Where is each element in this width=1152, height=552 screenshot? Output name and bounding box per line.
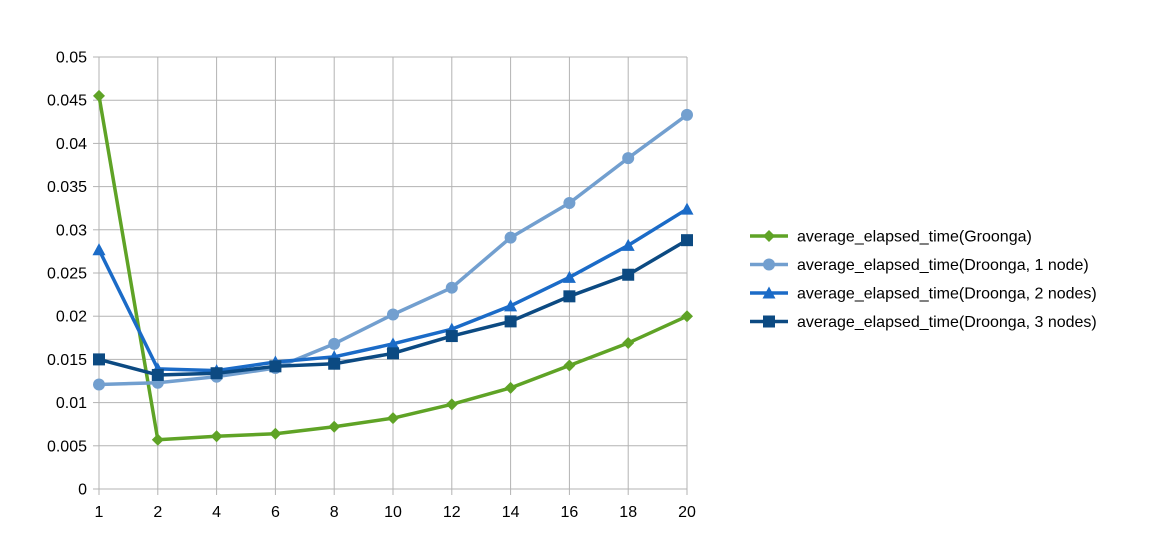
data-point bbox=[504, 315, 517, 328]
data-point bbox=[210, 430, 223, 443]
y-tick-label: 0.005 bbox=[47, 438, 87, 455]
data-point bbox=[504, 299, 518, 312]
legend-marker bbox=[763, 230, 775, 242]
y-tick-labels: 0 0.005 0.01 0.015 0.02 0.025 0.03 0.035 0.04 0.0… bbox=[47, 50, 87, 499]
data-point bbox=[563, 290, 576, 303]
legend-item: average_elapsed_time(Droonga, 3 nodes) bbox=[750, 314, 1097, 331]
data-point bbox=[386, 337, 400, 350]
data-point bbox=[622, 268, 635, 281]
data-point bbox=[93, 353, 105, 366]
x-tick-label: 4 bbox=[212, 504, 221, 521]
legend: average_elapsed_time(Groonga) average_ela… bbox=[750, 229, 1097, 331]
legend-marker bbox=[763, 258, 775, 271]
data-point bbox=[269, 427, 282, 440]
data-point bbox=[93, 378, 105, 391]
legend-label: average_elapsed_time(Droonga, 3 nodes) bbox=[797, 314, 1097, 331]
data-point bbox=[151, 368, 164, 381]
x-tick-label: 18 bbox=[619, 504, 637, 521]
data-point bbox=[445, 398, 458, 411]
series-group bbox=[92, 89, 694, 446]
y-tick-label: 0.035 bbox=[47, 179, 87, 196]
x-tick-labels: 1 2 4 6 8 10 12 14 16 18 20 bbox=[95, 504, 696, 521]
x-tick-label: 20 bbox=[678, 504, 696, 521]
legend-label: average_elapsed_time(Droonga, 1 node) bbox=[797, 257, 1089, 274]
y-tick-label: 0 bbox=[78, 482, 87, 499]
y-tick-label: 0.015 bbox=[47, 352, 87, 369]
y-tick-label: 0.025 bbox=[47, 266, 87, 283]
legend-label: average_elapsed_time(Droonga, 2 nodes) bbox=[797, 286, 1097, 303]
axes bbox=[93, 56, 688, 495]
data-point bbox=[563, 197, 576, 210]
data-point bbox=[328, 420, 341, 433]
grid-lines bbox=[99, 56, 688, 489]
x-tick-label: 10 bbox=[384, 504, 402, 521]
data-point bbox=[681, 310, 693, 323]
x-tick-label: 16 bbox=[561, 504, 579, 521]
series-4 bbox=[93, 234, 693, 381]
data-point bbox=[681, 234, 693, 247]
y-tick-label: 0.04 bbox=[56, 136, 87, 153]
data-point bbox=[681, 108, 693, 121]
data-point bbox=[680, 202, 694, 215]
y-tick-label: 0.01 bbox=[56, 395, 87, 412]
data-point bbox=[562, 270, 576, 283]
data-point bbox=[563, 359, 576, 372]
x-tick-label: 12 bbox=[443, 504, 461, 521]
legend-item: average_elapsed_time(Droonga, 2 nodes) bbox=[750, 286, 1097, 303]
data-point bbox=[445, 281, 458, 294]
legend-marker bbox=[763, 315, 775, 328]
data-point bbox=[210, 367, 223, 380]
x-tick-label: 2 bbox=[153, 504, 162, 521]
x-tick-label: 8 bbox=[330, 504, 339, 521]
x-tick-label: 14 bbox=[502, 504, 520, 521]
data-point bbox=[269, 360, 282, 373]
data-point bbox=[328, 357, 341, 370]
data-point bbox=[328, 337, 341, 350]
series-1 bbox=[93, 89, 693, 446]
legend-label: average_elapsed_time(Groonga) bbox=[797, 229, 1032, 246]
y-tick-label: 0.05 bbox=[56, 50, 87, 67]
data-point bbox=[621, 238, 635, 251]
data-point bbox=[622, 152, 635, 165]
data-point bbox=[387, 308, 399, 321]
legend-item: average_elapsed_time(Droonga, 1 node) bbox=[750, 257, 1089, 274]
y-tick-label: 0.02 bbox=[56, 309, 87, 326]
x-tick-label: 1 bbox=[95, 504, 104, 521]
legend-item: average_elapsed_time(Groonga) bbox=[750, 229, 1032, 246]
y-tick-label: 0.045 bbox=[47, 93, 87, 110]
y-tick-label: 0.03 bbox=[56, 222, 87, 239]
data-point bbox=[151, 433, 164, 446]
data-point bbox=[504, 231, 517, 244]
data-point bbox=[93, 89, 105, 102]
data-point bbox=[445, 330, 458, 343]
legend-marker bbox=[762, 286, 776, 299]
data-point bbox=[387, 412, 399, 425]
data-point bbox=[92, 243, 106, 256]
data-point bbox=[387, 347, 399, 360]
data-point bbox=[504, 381, 517, 394]
data-point bbox=[622, 336, 635, 349]
x-tick-label: 6 bbox=[271, 504, 280, 521]
